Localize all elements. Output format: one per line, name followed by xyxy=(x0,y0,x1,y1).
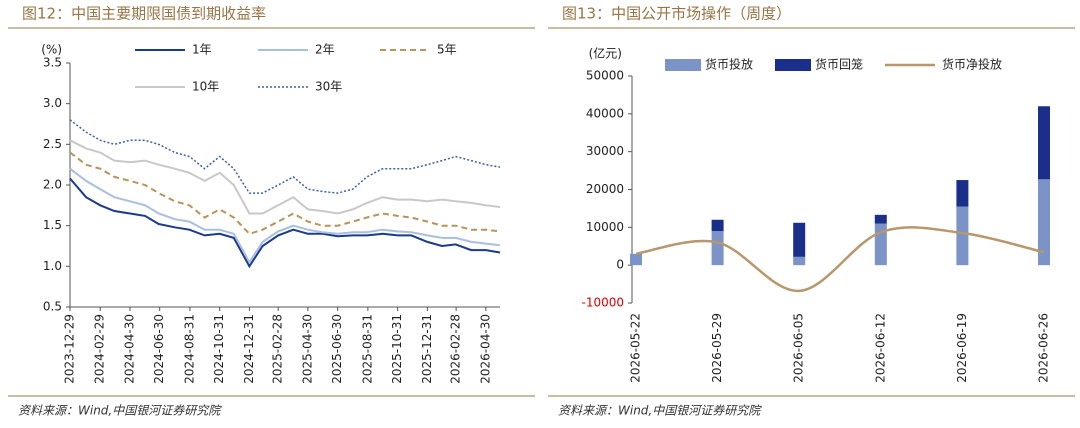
y-tick-label: -10000 xyxy=(581,296,624,310)
x-tick-label: 2025-04-30 xyxy=(300,314,314,384)
chart-title: 图12：中国主要期限国债到期收益率 xyxy=(22,5,266,23)
x-tick-label: 2024-04-30 xyxy=(122,314,136,384)
x-tick-label: 2026-06-26 xyxy=(1037,313,1051,383)
x-tick-label: 2024-10-31 xyxy=(212,314,226,384)
y-tick-label: 10000 xyxy=(586,220,624,234)
x-tick-label: 2026-02-28 xyxy=(449,314,463,384)
legend-swatch xyxy=(665,59,701,71)
legend-label: 货币投放 xyxy=(705,57,753,72)
bar xyxy=(1038,106,1050,180)
bar xyxy=(956,206,969,266)
x-tick-label: 2026-06-19 xyxy=(955,313,969,383)
bar xyxy=(1038,179,1050,266)
x-tick-label: 2024-08-31 xyxy=(182,314,196,384)
legend-label: 货币净投放 xyxy=(942,57,1002,72)
x-tick-label: 2026-05-22 xyxy=(629,313,643,383)
x-tick-label: 2026-06-05 xyxy=(792,313,806,383)
x-tick-label: 2024-02-29 xyxy=(93,314,107,384)
bar xyxy=(630,253,642,266)
y-tick-label: 1.5 xyxy=(43,218,62,232)
source: 资料来源：Wind,中国银河证券研究院 xyxy=(18,404,222,418)
x-tick-label: 2026-06-12 xyxy=(873,313,887,383)
y-tick-label: 3.0 xyxy=(43,96,62,110)
x-tick-label: 2025-10-31 xyxy=(390,314,404,384)
y-tick-label: 30000 xyxy=(586,144,624,158)
x-tick-label: 2025-06-30 xyxy=(330,314,344,384)
bar xyxy=(874,214,887,224)
y-tick-label: 1.0 xyxy=(43,259,62,273)
y-tick-label: 0 xyxy=(616,258,624,272)
legend-label: 10年 xyxy=(192,80,219,94)
line-series xyxy=(69,151,501,235)
x-tick-label: 2023-12-29 xyxy=(63,314,77,384)
y-tick-label: 20000 xyxy=(586,182,624,196)
bar xyxy=(711,231,724,266)
bar xyxy=(793,256,806,266)
legend-label: 2年 xyxy=(315,43,335,57)
x-tick-label: 2024-12-31 xyxy=(242,314,256,384)
x-tick-label: 2026-04-30 xyxy=(478,314,492,384)
bar xyxy=(711,219,724,232)
y-tick-label: 40000 xyxy=(586,106,624,120)
line-series xyxy=(69,139,501,215)
bar xyxy=(793,222,806,257)
y-tick-label: 3.5 xyxy=(43,56,62,70)
y-tick-label: 0.5 xyxy=(43,300,62,314)
y-tick-label: 50000 xyxy=(586,69,624,83)
line-series xyxy=(635,226,1045,293)
line-series xyxy=(69,177,501,269)
y-axis-label: (%) xyxy=(41,43,62,57)
x-tick-label: 2025-08-31 xyxy=(360,314,374,384)
x-tick-label: 2024-06-30 xyxy=(152,314,166,384)
legend-swatch xyxy=(775,59,811,71)
x-tick-label: 2025-02-28 xyxy=(271,314,285,384)
x-tick-label: 2026-05-29 xyxy=(710,313,724,383)
source: 资料来源：Wind,中国银河证券研究院 xyxy=(558,404,762,418)
line-series xyxy=(69,167,501,265)
y-tick-label: 2.0 xyxy=(43,178,62,192)
line-series xyxy=(69,119,501,194)
legend-label: 30年 xyxy=(315,80,342,94)
bar xyxy=(956,180,969,207)
chart-title: 图13：中国公开市场操作（周度） xyxy=(562,5,791,23)
y-tick-label: 2.5 xyxy=(43,137,62,151)
legend-label: 1年 xyxy=(192,43,212,57)
legend-label: 货币回笼 xyxy=(815,57,863,72)
legend-label: 5年 xyxy=(437,43,457,57)
y-axis-label: (亿元) xyxy=(589,46,622,61)
x-tick-label: 2025-12-31 xyxy=(420,314,434,384)
